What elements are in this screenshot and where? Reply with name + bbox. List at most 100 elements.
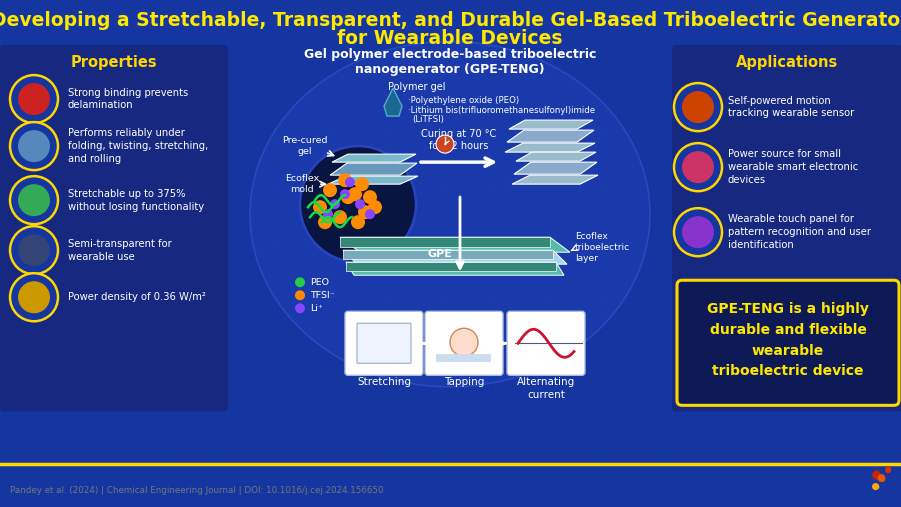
Polygon shape: [330, 163, 417, 175]
Text: Power density of 0.36 W/m²: Power density of 0.36 W/m²: [68, 292, 205, 302]
Text: Stretchable up to 375%
without losing functionality: Stretchable up to 375% without losing fu…: [68, 189, 205, 211]
Text: PEO: PEO: [310, 278, 329, 287]
FancyBboxPatch shape: [507, 311, 585, 375]
Circle shape: [333, 210, 347, 224]
Circle shape: [295, 303, 305, 313]
Text: Alternating
current: Alternating current: [517, 377, 575, 400]
FancyBboxPatch shape: [436, 354, 491, 363]
Text: Power source for small
wearable smart electronic
devices: Power source for small wearable smart el…: [728, 150, 859, 185]
FancyBboxPatch shape: [425, 311, 503, 375]
Circle shape: [682, 216, 714, 248]
Polygon shape: [343, 250, 567, 264]
Text: Tapping: Tapping: [444, 377, 484, 387]
Circle shape: [368, 200, 382, 214]
Text: UNIVERSITY: UNIVERSITY: [790, 488, 860, 498]
Circle shape: [436, 135, 454, 153]
Circle shape: [10, 226, 58, 274]
Circle shape: [338, 173, 352, 187]
Circle shape: [682, 91, 714, 123]
FancyBboxPatch shape: [345, 311, 423, 375]
Text: Ecoflex
mold: Ecoflex mold: [285, 174, 319, 194]
Text: GPE-TENG is a highly
durable and flexible
wearable
triboelectric device: GPE-TENG is a highly durable and flexibl…: [707, 302, 869, 378]
Text: Ecoflex
triboelectric
layer: Ecoflex triboelectric layer: [575, 232, 630, 263]
Circle shape: [682, 151, 714, 183]
Polygon shape: [872, 470, 880, 480]
Polygon shape: [885, 466, 891, 473]
Circle shape: [358, 205, 372, 219]
Text: Gel polymer electrode-based triboelectric: Gel polymer electrode-based triboelectri…: [304, 48, 596, 60]
Polygon shape: [514, 162, 597, 174]
Polygon shape: [346, 262, 564, 275]
Polygon shape: [346, 262, 556, 271]
Circle shape: [10, 176, 58, 224]
Polygon shape: [343, 250, 553, 259]
Text: Self-powered motion
tracking wearable sensor: Self-powered motion tracking wearable se…: [728, 96, 854, 119]
Circle shape: [674, 208, 722, 256]
Polygon shape: [872, 483, 879, 490]
Text: Polymer gel: Polymer gel: [388, 82, 445, 92]
Circle shape: [340, 189, 350, 199]
Circle shape: [295, 290, 305, 300]
Circle shape: [674, 143, 722, 191]
Text: Pre-cured
gel: Pre-cured gel: [282, 136, 328, 156]
Circle shape: [323, 183, 337, 197]
Text: Li⁺: Li⁺: [310, 304, 323, 313]
Text: Properties: Properties: [70, 55, 158, 69]
Circle shape: [363, 190, 377, 204]
Circle shape: [18, 281, 50, 313]
Circle shape: [18, 130, 50, 162]
Circle shape: [300, 146, 416, 262]
Circle shape: [348, 187, 362, 201]
Polygon shape: [328, 176, 418, 184]
Circle shape: [318, 215, 332, 229]
Text: Applications: Applications: [736, 55, 838, 69]
Text: ·Lithium bis(trifluoromethanesulfonyl)imide: ·Lithium bis(trifluoromethanesulfonyl)im…: [408, 105, 596, 115]
Text: Pandey et al. (2024) | Chemical Engineering Journal | DOI: 10.1016/j.cej.2024.15: Pandey et al. (2024) | Chemical Engineer…: [10, 486, 384, 495]
Circle shape: [450, 328, 478, 356]
Text: dongguk: dongguk: [790, 469, 858, 484]
Polygon shape: [505, 143, 595, 152]
Text: Performs reliably under
folding, twisting, stretching,
and rolling: Performs reliably under folding, twistin…: [68, 128, 208, 164]
FancyBboxPatch shape: [677, 280, 899, 405]
Polygon shape: [512, 175, 598, 184]
Polygon shape: [332, 154, 416, 162]
Ellipse shape: [250, 42, 650, 387]
Text: Semi-transparent for
wearable use: Semi-transparent for wearable use: [68, 239, 172, 262]
Text: nanogenerator (GPE-TENG): nanogenerator (GPE-TENG): [355, 62, 545, 76]
Circle shape: [330, 199, 340, 209]
Text: Curing at 70 °C
for 12 hours: Curing at 70 °C for 12 hours: [422, 129, 496, 151]
Polygon shape: [516, 152, 596, 161]
Text: (LiTFSI): (LiTFSI): [412, 115, 444, 124]
FancyBboxPatch shape: [0, 45, 228, 411]
Circle shape: [355, 177, 369, 191]
Polygon shape: [507, 130, 594, 142]
Circle shape: [341, 190, 355, 204]
Text: GPE: GPE: [428, 249, 452, 259]
Circle shape: [10, 273, 58, 321]
Polygon shape: [340, 237, 550, 247]
Polygon shape: [878, 474, 886, 482]
Text: In-situ cured gel polymer/ecoflex hierarchical structure-based stretchable and r: In-situ cured gel polymer/ecoflex hierar…: [10, 470, 812, 479]
Circle shape: [18, 184, 50, 216]
Text: Developing a Stretchable, Transparent, and Durable Gel-Based Triboelectric Gener: Developing a Stretchable, Transparent, a…: [0, 11, 901, 29]
Text: Strong binding prevents
delamination: Strong binding prevents delamination: [68, 88, 188, 111]
Circle shape: [365, 209, 375, 219]
Polygon shape: [340, 237, 570, 252]
Circle shape: [295, 277, 305, 287]
Circle shape: [10, 122, 58, 170]
Circle shape: [345, 177, 355, 187]
FancyBboxPatch shape: [357, 323, 411, 364]
Text: for Wearable Devices: for Wearable Devices: [337, 28, 563, 48]
FancyBboxPatch shape: [672, 45, 901, 411]
Circle shape: [351, 215, 365, 229]
Circle shape: [18, 234, 50, 266]
Text: ·Polyethylene oxide (PEO): ·Polyethylene oxide (PEO): [408, 96, 519, 104]
Text: TFSI⁻: TFSI⁻: [310, 291, 335, 300]
Polygon shape: [509, 120, 593, 129]
Circle shape: [313, 200, 327, 214]
Circle shape: [674, 83, 722, 131]
Circle shape: [10, 75, 58, 123]
Circle shape: [355, 199, 365, 209]
Circle shape: [18, 83, 50, 115]
Text: Stretching: Stretching: [357, 377, 411, 387]
